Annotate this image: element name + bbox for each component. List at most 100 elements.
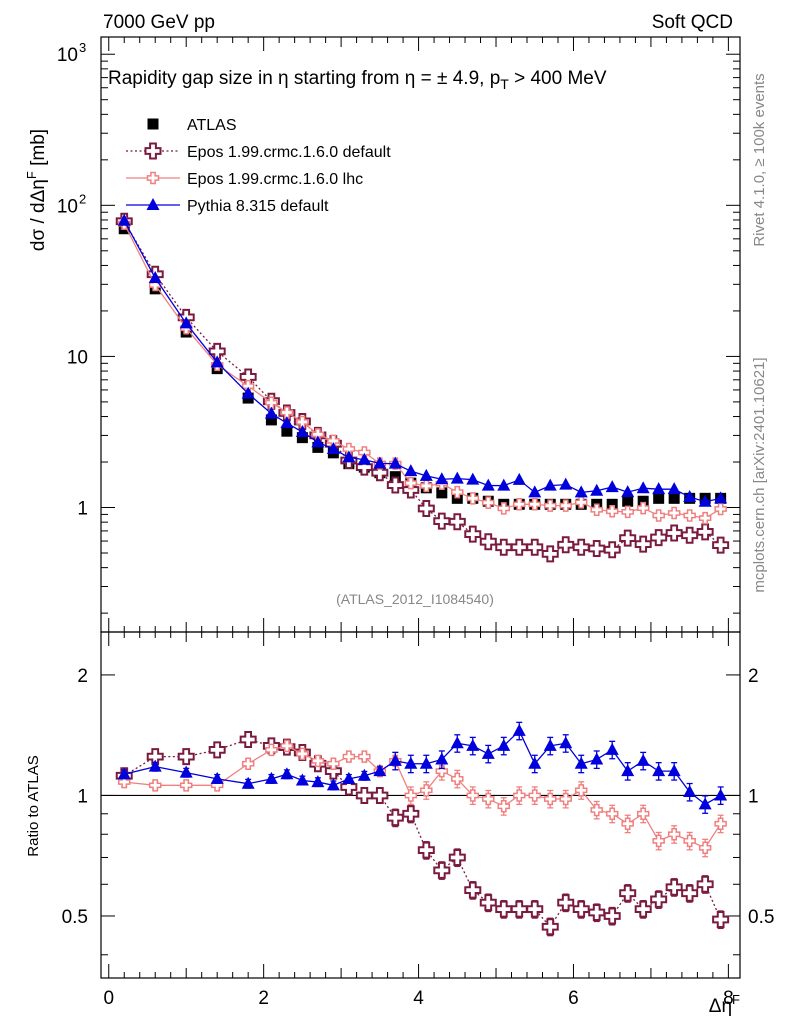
pythia-main-point — [683, 490, 697, 503]
pythia-ratio-point — [280, 767, 294, 780]
epos-default-main-point — [712, 536, 730, 554]
legend-entry-pythia: Pythia 8.315 default — [126, 198, 329, 215]
epos-lhc-ratio-point — [652, 834, 665, 848]
epos-lhc-ratio-point — [714, 817, 727, 830]
epos-lhc-ratio-point — [451, 772, 464, 786]
pythia-ratio-point — [559, 736, 573, 749]
epos-default-main-point — [433, 512, 451, 530]
pythia-main-point — [621, 485, 635, 498]
epos-lhc-ratio-point — [574, 784, 588, 797]
epos-lhc-ratio-point — [179, 779, 193, 792]
epos-lhc-main-point — [605, 504, 619, 518]
epos-default-ratio-point — [557, 894, 575, 912]
pythia-ratio-point — [497, 738, 511, 751]
x-axis-label-sup: F — [732, 992, 740, 1007]
pythia-main-point — [528, 485, 542, 498]
epos-lhc-main-point — [698, 511, 712, 525]
side-label-rivet: Rivet 4.1.0, ≥ 100k events — [751, 73, 768, 246]
epos-lhc-ratio-point — [420, 784, 433, 797]
epos-lhc-ratio-point — [342, 750, 356, 763]
pythia-main-point — [326, 442, 340, 455]
epos-lhc-main-point — [280, 406, 294, 419]
x-tick-label: 4 — [413, 988, 424, 1009]
epos-lhc-ratio-point — [265, 743, 278, 757]
y-axis-label-unit: [mb] — [28, 129, 49, 171]
legend-marker — [146, 171, 160, 185]
legend-entry-epos-lhc: Epos 1.99.crmc.1.6.0 lhc — [126, 171, 363, 188]
epos-default-ratio-point — [417, 841, 435, 859]
pythia-ratio-point — [373, 764, 387, 777]
pythia-ratio-point — [667, 764, 681, 777]
epos-default-ratio-point — [541, 918, 559, 936]
epos-default-ratio-point — [371, 786, 389, 804]
plot-title-mid: starting from — [289, 68, 405, 89]
epos-lhc-ratio-point — [311, 754, 325, 768]
atlas-data-point — [451, 492, 463, 504]
epos-default-main-point — [681, 526, 699, 544]
pythia-ratio-point — [419, 756, 433, 769]
pythia-ratio-point — [590, 752, 604, 765]
epos-default-ratio-point — [495, 900, 513, 918]
pythia-main-point — [714, 491, 728, 504]
epos-lhc-ratio-point — [358, 750, 371, 763]
legend-marker — [146, 198, 160, 210]
epos-default-ratio-point — [464, 881, 482, 899]
pythia-main-point — [636, 481, 650, 494]
epos-default-main-point — [417, 499, 435, 517]
analysis-id: (ATLAS_2012_I1084540) — [336, 591, 494, 607]
pythia-ratio-point — [210, 771, 224, 784]
pythia-ratio-point — [241, 776, 255, 789]
x-tick-label: 0 — [103, 988, 114, 1009]
pythia-main-point — [512, 472, 526, 485]
plot-title-post: = ± 4.9, p — [415, 68, 500, 89]
epos-lhc-main-point — [636, 501, 650, 515]
ratio-tick-label-right: 2 — [748, 666, 759, 687]
epos-lhc-ratio-point — [636, 807, 650, 821]
epos-lhc-ratio-point — [528, 789, 541, 802]
epos-lhc-main-point — [482, 496, 495, 509]
pythia-main-point — [450, 471, 464, 484]
pythia-ratio-point — [683, 785, 697, 798]
legend-label: Epos 1.99.crmc.1.6.0 default — [187, 144, 391, 161]
x-axis-label-text: Δη — [709, 996, 732, 1017]
atlas-data-point — [312, 441, 324, 453]
epos-default-main-point — [572, 538, 590, 556]
x-tick-label: 2 — [258, 988, 269, 1009]
y-tick-label: 10 — [67, 347, 88, 368]
y-tick-label: 10 — [57, 45, 78, 66]
pythia-ratio-point — [326, 778, 340, 791]
epos-lhc-main-point — [621, 505, 634, 519]
pythia-main-point — [280, 416, 294, 429]
pythia-main-point — [117, 213, 131, 226]
epos-default-main-point — [541, 545, 559, 563]
plot-title-pre: Rapidity gap size in — [108, 68, 278, 89]
pythia-ratio-point — [404, 756, 418, 769]
pythia-main-point — [497, 478, 511, 491]
epos-lhc-main-point — [296, 415, 309, 429]
epos-lhc-main-point — [667, 506, 681, 520]
epos-default-main-point — [619, 529, 637, 547]
y-axis-label: dσ / dΔηF [mb] — [24, 129, 49, 251]
pythia-main-point — [605, 480, 619, 493]
epos-default-ratio-point — [588, 904, 606, 922]
x-tick-label: 6 — [568, 988, 579, 1009]
pythia-ratio-point — [512, 723, 526, 736]
epos-default-ratio-point — [208, 741, 226, 759]
epos-lhc-ratio-point — [117, 775, 131, 789]
epos-lhc-ratio-point — [327, 757, 340, 770]
epos-default-main-point — [634, 535, 652, 553]
epos-lhc-main-point — [590, 503, 603, 517]
epos-default-ratio-point — [355, 786, 373, 804]
atlas-data-point — [668, 492, 680, 504]
epos-lhc-main-point — [513, 498, 526, 511]
pythia-ratio-point — [481, 746, 495, 759]
epos-default-main-point — [386, 476, 404, 494]
pythia-main-point — [264, 406, 278, 419]
legend-marker — [147, 118, 159, 130]
epos-lhc-main-point — [652, 509, 665, 522]
epos-lhc-ratio-point — [435, 764, 449, 778]
epos-default-ratio-point — [603, 907, 621, 925]
legend-label: Pythia 8.315 default — [187, 198, 329, 215]
pythia-main-point — [373, 456, 387, 469]
